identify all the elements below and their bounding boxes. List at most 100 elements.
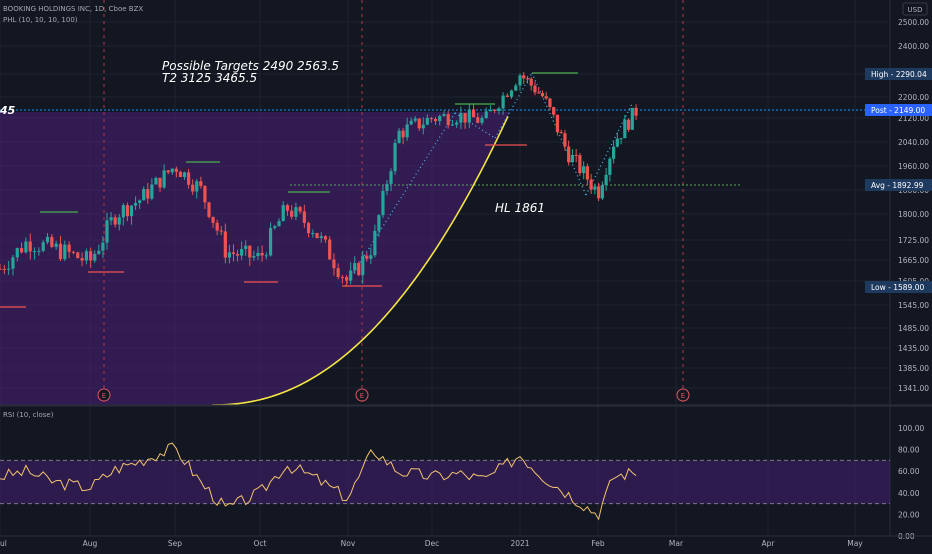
targets-annotation-line2: T2 3125 3465.5: [162, 71, 257, 85]
candle-body: [207, 202, 211, 217]
candle-body: [37, 250, 41, 252]
candle-body: [467, 109, 471, 123]
candle-body: [80, 258, 84, 261]
candle-body: [235, 253, 240, 256]
parabolic-curve: [211, 115, 509, 405]
candle-body: [319, 236, 323, 239]
price-axis: 2500.00 2400.00 2200.00 2120.00 2040.00 1960.…: [898, 18, 929, 393]
candle-body: [582, 166, 586, 174]
candle-body: [505, 95, 509, 97]
candle-body: [58, 243, 63, 260]
candle-body: [540, 93, 545, 97]
candle-body: [570, 154, 575, 163]
candle-body: [518, 75, 522, 86]
candle-body: [154, 177, 158, 185]
price-tick-label: 1435.00: [898, 344, 929, 353]
candle-body: [463, 112, 467, 123]
candle-body: [125, 205, 129, 217]
candle-body: [548, 98, 552, 108]
candle-body: [28, 241, 32, 252]
candle-body: [563, 133, 567, 147]
candle-body: [509, 90, 514, 97]
candle-body: [0, 268, 2, 270]
price-tag-label: Avg - 1892.99: [871, 181, 924, 190]
candle-body: [105, 220, 109, 243]
candle-body: [615, 138, 619, 147]
candle-body: [178, 171, 183, 178]
price-tick-label: 1341.00: [898, 384, 929, 393]
candle-body: [369, 255, 373, 259]
price-tick-label: 2500.00: [898, 18, 929, 27]
candle-body: [555, 114, 560, 133]
rsi-tick-label: 20.00: [898, 510, 920, 519]
candle-body: [215, 222, 219, 231]
price-tag-label: Post - 2149.00: [871, 106, 925, 115]
candle-body: [219, 230, 223, 232]
candle-body: [544, 96, 548, 99]
candle-body: [552, 107, 556, 115]
candle-body: [608, 158, 612, 175]
candle-body: [537, 92, 541, 94]
candle-body: [109, 217, 113, 221]
left-clipped-label: 45: [0, 104, 16, 117]
candle-body: [480, 118, 484, 123]
currency-button[interactable]: [902, 2, 928, 16]
candle-body: [93, 253, 97, 261]
price-tick-label: 1385.00: [898, 364, 929, 373]
candle-body: [7, 268, 11, 270]
candle-body: [433, 118, 438, 122]
candle-body: [240, 248, 244, 256]
candle-body: [281, 205, 285, 222]
candle-body: [146, 189, 150, 199]
candle-body: [589, 179, 593, 190]
price-tags: High - 2290.04 Post - 2149.00 Avg - 1892.9…: [865, 68, 932, 293]
candle-body: [11, 257, 15, 269]
candle-body: [626, 119, 631, 130]
candle-body: [559, 132, 563, 134]
candle-body: [166, 170, 170, 173]
candle-body: [256, 252, 260, 257]
candle-body: [32, 251, 37, 253]
candle-body: [476, 117, 480, 123]
candle-body: [20, 248, 24, 253]
candle-body: [203, 185, 207, 203]
candle-body: [567, 146, 571, 163]
candle-body: [336, 268, 340, 277]
candle-body: [113, 217, 117, 225]
price-tick-label: 1545.00: [898, 301, 929, 310]
candle-body: [634, 107, 638, 116]
candle-body: [195, 181, 199, 192]
time-tick-label: Dec: [425, 539, 440, 548]
candle-body: [397, 130, 401, 144]
candle-body: [290, 210, 294, 217]
candle-body: [514, 85, 518, 91]
candle-body: [187, 172, 191, 185]
time-tick-label: May: [847, 539, 863, 548]
candle-body: [357, 263, 361, 276]
candle-body: [600, 184, 604, 199]
candle-body: [285, 205, 290, 211]
earnings-marker-circle: [676, 388, 690, 402]
price-tick-label: 1960.00: [898, 162, 929, 171]
price-tag-label: High - 2290.04: [871, 70, 927, 79]
candles: [0, 72, 638, 287]
candle-body: [182, 172, 187, 178]
currency-label: USD: [908, 6, 923, 14]
candle-body: [522, 75, 526, 79]
candle-body: [442, 114, 446, 117]
price-tick-label: 2120.00: [898, 114, 929, 123]
candle-body: [45, 236, 50, 243]
price-tick-label: 1485.00: [898, 324, 929, 333]
time-tick-label: Feb: [591, 539, 605, 548]
candle-body: [273, 226, 277, 229]
candle-body: [89, 251, 93, 261]
candle-body: [619, 138, 623, 140]
candle-body: [484, 111, 488, 119]
price-tick-label: 1725.00: [898, 236, 929, 245]
rsi-tick-label: 100.00: [898, 424, 924, 433]
candle-body: [311, 233, 315, 235]
price-tick-label: 1800.00: [898, 210, 929, 219]
candle-body: [227, 252, 231, 258]
